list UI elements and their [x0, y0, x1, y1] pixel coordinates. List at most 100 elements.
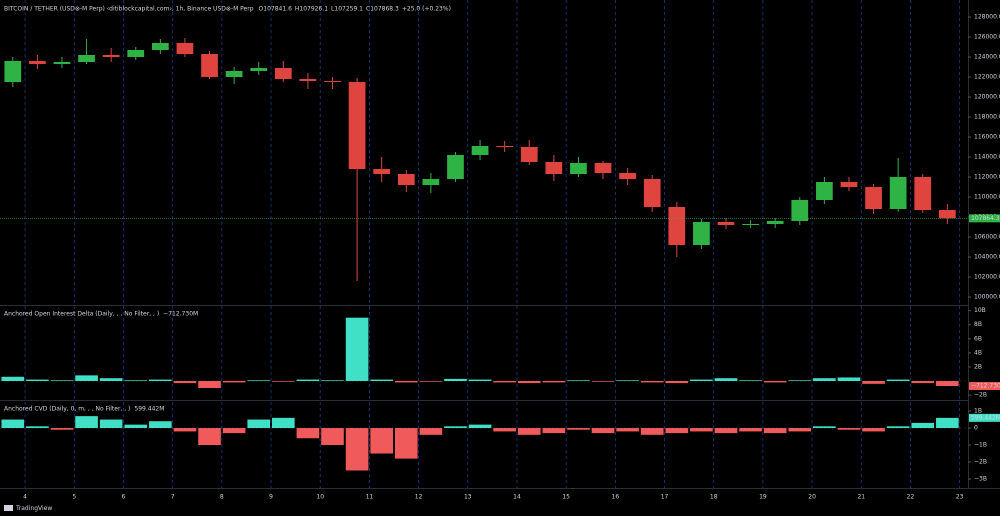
candle-body [693, 222, 710, 245]
bar [444, 378, 467, 381]
y-tick-label: 0 [974, 425, 978, 432]
candle-body [373, 169, 391, 174]
candle-body [127, 50, 145, 57]
y-tick-label: 8B [974, 321, 982, 328]
bar [739, 428, 762, 432]
candle-body [816, 182, 833, 200]
bar [886, 379, 910, 381]
bar [542, 428, 566, 434]
bar [370, 379, 394, 381]
x-tick-label: 15 [562, 494, 570, 501]
bar [862, 428, 885, 432]
x-tick-label: 22 [907, 494, 915, 501]
x-tick-label: 6 [122, 494, 126, 501]
candle-body [496, 146, 514, 147]
bar [714, 378, 738, 381]
bar [26, 426, 49, 429]
legend-value: C107868.3 [366, 6, 399, 13]
bar [690, 379, 713, 381]
last-price-box [969, 214, 1000, 223]
bar [739, 380, 762, 381]
x-tick-label: 4 [23, 494, 27, 501]
bar [272, 417, 295, 429]
y-tick-label: 118000.0 [974, 114, 1000, 121]
bar [1, 376, 25, 381]
candle-body [274, 68, 292, 79]
candle-body [889, 177, 907, 209]
y-tick-label: 102000.0 [974, 274, 1000, 281]
bar [665, 381, 689, 384]
y-tick-label: 128000.0 [974, 14, 1000, 21]
bar [99, 419, 123, 429]
candle-body [545, 162, 563, 174]
bar [788, 428, 812, 432]
y-tick-label: 122000.0 [974, 74, 1000, 81]
bar [911, 422, 935, 429]
bar [493, 428, 516, 432]
candle-body [299, 79, 317, 81]
bar [198, 428, 221, 446]
bar [517, 428, 541, 435]
bar [75, 416, 98, 429]
legend-value: O107841.6 [259, 6, 293, 13]
candle-body [447, 155, 464, 179]
bar [50, 380, 74, 381]
y-tick-label: 6B [974, 335, 982, 342]
bar [124, 380, 148, 381]
bar [911, 381, 935, 384]
bar [345, 428, 369, 471]
candle-body [717, 222, 735, 225]
y-tick-label: 114000.0 [974, 154, 1000, 161]
bar [763, 381, 787, 383]
bar [616, 380, 639, 381]
candle-body [422, 179, 440, 185]
candle-body [791, 200, 809, 221]
bar [394, 381, 418, 383]
bar [542, 381, 566, 383]
candle-body [151, 43, 169, 50]
bar [173, 428, 197, 432]
bar [936, 381, 959, 387]
y-tick-label: 100000.0 [974, 294, 1000, 301]
pane-value-box [969, 413, 1000, 422]
x-tick-label: 18 [710, 494, 718, 501]
bar [591, 428, 615, 434]
bar [493, 381, 516, 383]
candle-body [668, 207, 686, 245]
chart-title: BITCOIN / TETHER (USD⊗-M Perp) ‹ditibloc… [4, 6, 254, 13]
pane-value-axis-label: −712.730M [971, 383, 1000, 390]
x-tick-label: 5 [72, 494, 76, 501]
x-tick-label: 10 [316, 494, 324, 501]
x-tick-label: 13 [464, 494, 472, 501]
candle-body [594, 163, 612, 173]
bar [567, 428, 590, 430]
y-tick-label: 110000.0 [974, 194, 1000, 201]
bar [640, 381, 664, 383]
y-tick-label: 120000.0 [974, 94, 1000, 101]
pane-value-axis-label: 599.442M [971, 414, 1000, 421]
y-tick-label: −3B [974, 475, 987, 482]
bar [714, 428, 738, 434]
legend-value: L107259.1 [331, 6, 363, 13]
candle-body [865, 187, 882, 209]
bar [26, 379, 49, 381]
bar [1, 419, 25, 429]
candle-body [471, 146, 489, 155]
y-tick-label: 104000.0 [974, 254, 1000, 261]
bar [468, 424, 492, 429]
bar [321, 380, 344, 381]
candle-body [29, 61, 46, 64]
candle-body [201, 54, 218, 77]
bar [788, 380, 812, 381]
bar [419, 428, 443, 435]
pane-title: Anchored CVD (Daily, 0, m, , , No Filter… [4, 406, 130, 413]
bar [837, 428, 861, 430]
candle-body [78, 55, 95, 62]
bar [149, 421, 172, 429]
x-tick-label: 16 [612, 494, 620, 501]
bar [321, 428, 344, 446]
logo-text: TradingView [15, 505, 52, 512]
bar [247, 380, 271, 381]
